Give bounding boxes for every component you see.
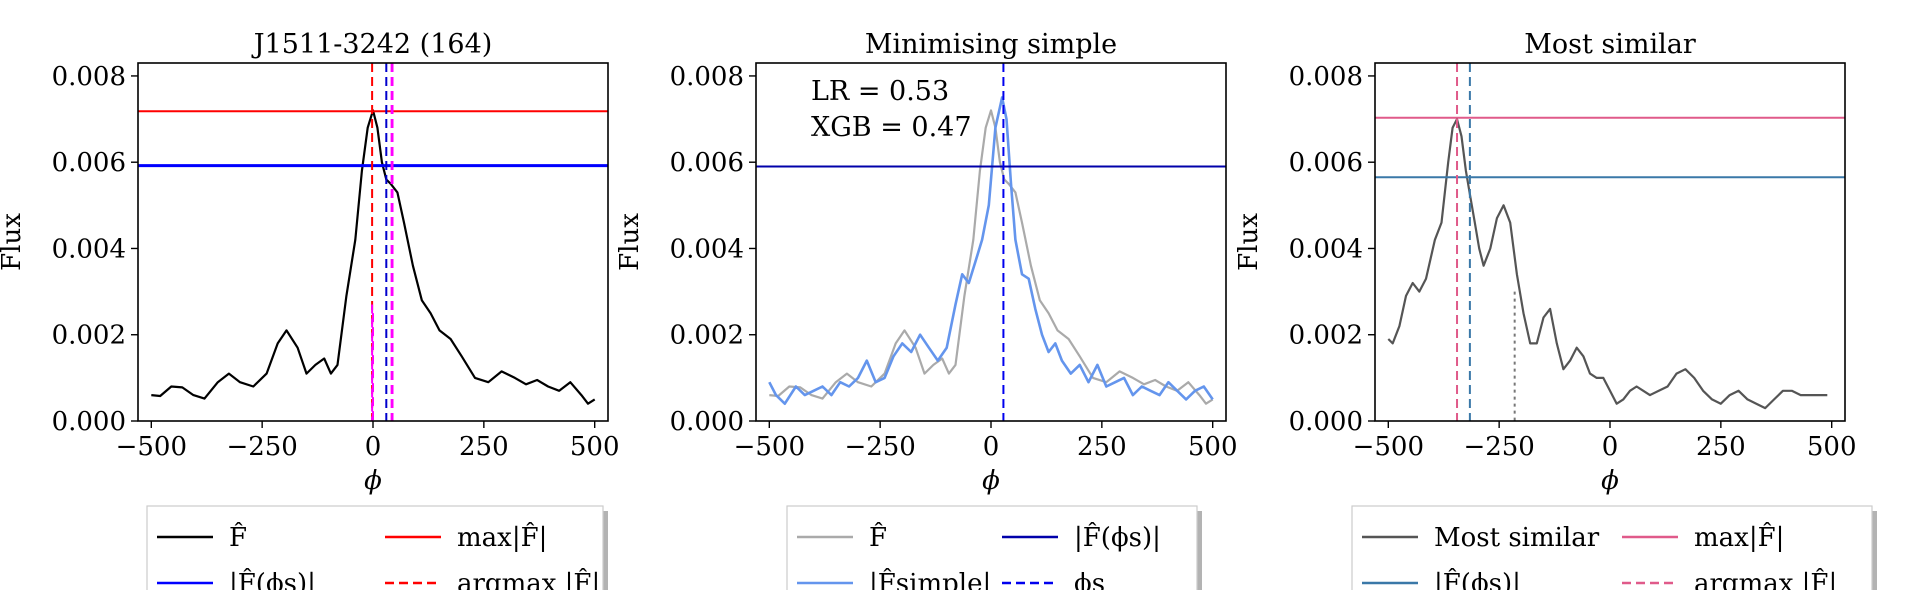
legend-label: F̂ xyxy=(869,522,887,553)
x-axis-label: ϕ xyxy=(1601,466,1619,496)
x-tick-label: 500 xyxy=(570,432,620,462)
x-axis-label: ϕ xyxy=(364,466,382,496)
y-tick-label: 0.008 xyxy=(52,62,126,92)
annotation-text: XGB = 0.47 xyxy=(811,112,972,143)
legend-label: argmax |F̂| xyxy=(1694,568,1837,590)
y-tick-label: 0.006 xyxy=(1289,148,1363,178)
series-line-1 xyxy=(769,109,1214,405)
y-tick-label: 0.000 xyxy=(52,407,126,437)
plot-area xyxy=(138,63,608,421)
y-tick-label: 0.002 xyxy=(670,321,744,351)
y-tick-label: 0.002 xyxy=(1289,321,1363,351)
x-tick-label: −250 xyxy=(1463,432,1534,462)
chart-title: J1511-3242 (164) xyxy=(251,29,493,60)
y-axis-label: Flux xyxy=(0,213,27,271)
x-tick-label: 250 xyxy=(1696,432,1746,462)
series-line-1 xyxy=(151,109,596,405)
y-axis-label: Flux xyxy=(1234,213,1264,271)
legend-label: F̂ xyxy=(229,522,247,553)
plot-area xyxy=(756,63,1226,421)
legend-box xyxy=(786,505,1198,590)
chart-panel-1: −500 −250 0 250 500 0.000 0.002 0.004 0.006 0.008… xyxy=(0,29,620,590)
legend-label: max|F̂| xyxy=(1694,522,1784,553)
x-tick-label: 0 xyxy=(983,432,1000,462)
series-line-1 xyxy=(1387,117,1828,410)
y-tick-label: 0.002 xyxy=(52,321,126,351)
y-tick-label: 0.004 xyxy=(670,234,744,264)
legend-label: Most similar xyxy=(1434,523,1600,553)
axes-frame xyxy=(1374,62,1846,422)
series-line-2 xyxy=(768,96,1214,406)
y-tick-label: 0.000 xyxy=(1289,407,1363,437)
x-tick-label: −500 xyxy=(734,432,805,462)
y-tick-label: 0.008 xyxy=(670,62,744,92)
x-tick-label: 250 xyxy=(1077,432,1127,462)
y-tick-label: 0.006 xyxy=(52,148,126,178)
legend-label: |F̂(ϕs)| xyxy=(1074,522,1161,553)
legend: Most similar max|F̂| |F̂(ϕs)| argmax |F̂| xyxy=(1351,505,1877,590)
legend-label: argmax |F̂| xyxy=(457,568,600,590)
x-tick-label: 500 xyxy=(1188,432,1238,462)
annotation-text: LR = 0.53 xyxy=(811,76,949,107)
y-tick-label: 0.008 xyxy=(1289,62,1363,92)
y-tick-label: 0.006 xyxy=(670,148,744,178)
x-tick-label: −500 xyxy=(1353,432,1424,462)
chart-panel-3: −500 −250 0 250 500 0.000 0.002 0.004 0.006 0.008… xyxy=(1234,29,1877,590)
legend-box xyxy=(1351,505,1873,590)
y-tick-label: 0.004 xyxy=(1289,234,1363,264)
x-tick-label: 0 xyxy=(365,432,382,462)
x-tick-label: −250 xyxy=(226,432,297,462)
x-tick-label: 500 xyxy=(1807,432,1857,462)
x-tick-label: 0 xyxy=(1602,432,1619,462)
legend: F̂ max|F̂| |F̂(ϕs)| argmax |F̂| xyxy=(146,505,608,590)
legend-label: ϕs xyxy=(1074,569,1105,590)
plot-area xyxy=(1375,63,1845,421)
legend-label: |F̂(ϕs)| xyxy=(229,568,316,590)
y-tick-label: 0.004 xyxy=(52,234,126,264)
legend-box xyxy=(146,505,604,590)
chart-panel-2: −500 −250 0 250 500 0.000 0.002 0.004 0.006 0.008… xyxy=(615,29,1238,590)
legend-label: |F̂(ϕs)| xyxy=(1434,568,1521,590)
chart-title: Minimising simple xyxy=(865,29,1117,60)
y-axis-label: Flux xyxy=(615,213,645,271)
chart-title: Most similar xyxy=(1524,29,1696,60)
x-tick-label: −250 xyxy=(844,432,915,462)
legend-label: |F̂simple| xyxy=(869,568,991,590)
legend: F̂ |F̂(ϕs)| |F̂simple| ϕs xyxy=(786,505,1202,590)
x-tick-label: −500 xyxy=(116,432,187,462)
legend-label: max|F̂| xyxy=(457,522,547,553)
y-tick-label: 0.000 xyxy=(670,407,744,437)
x-tick-label: 250 xyxy=(459,432,509,462)
x-axis-label: ϕ xyxy=(982,466,1000,496)
